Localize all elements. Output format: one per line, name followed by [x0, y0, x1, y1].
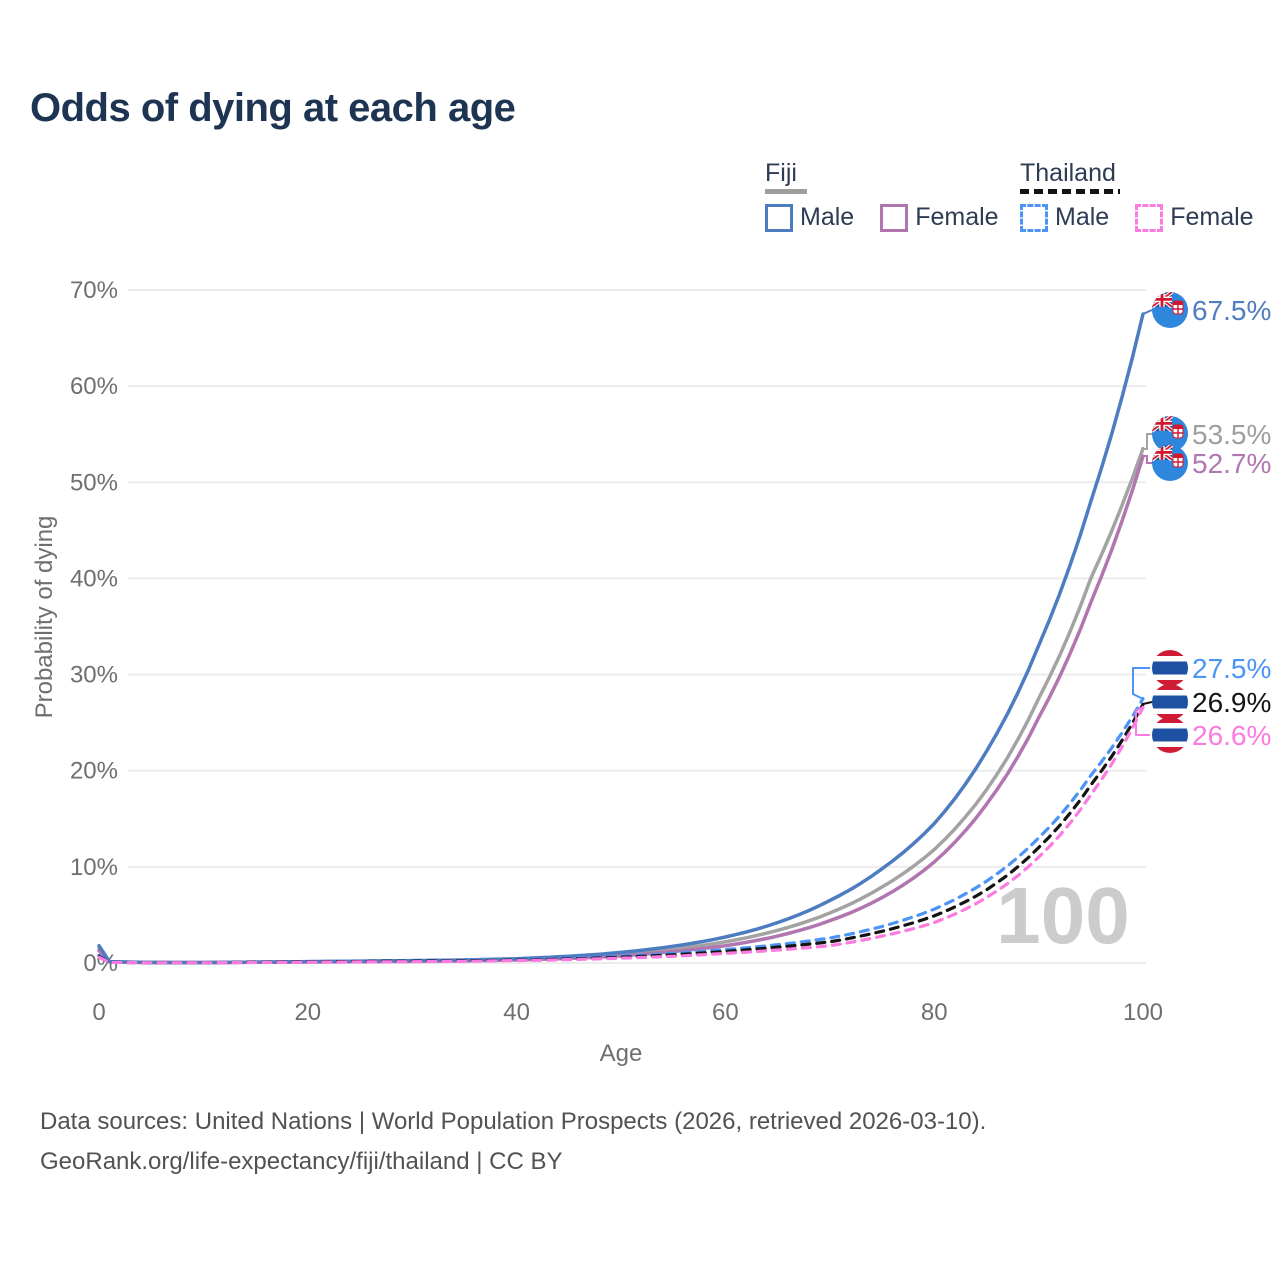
- legend-label-fiji-male: Male: [800, 203, 855, 231]
- end-label-thailand-total: 26.9%: [1192, 687, 1271, 718]
- fiji-female-swatch-icon: [880, 203, 909, 232]
- x-tick-label: 80: [921, 999, 948, 1026]
- legend-group-fiji: Fiji Male Female: [765, 160, 1025, 232]
- end-label-fiji-female: 52.7%: [1192, 448, 1271, 479]
- y-tick-label: 50%: [70, 469, 118, 496]
- x-tick-label: 60: [712, 999, 739, 1026]
- x-tick-label: 20: [294, 999, 321, 1026]
- leader-thailand-total: [1142, 701, 1153, 705]
- y-gridlines: [128, 289, 1146, 964]
- end-label-thailand-male: 27.5%: [1192, 653, 1271, 684]
- end-label-fiji-total: 53.5%: [1192, 419, 1271, 450]
- solid-line-style-icon: [765, 189, 807, 194]
- end-label-fiji-male: 67.5%: [1192, 295, 1271, 326]
- y-axis-title: Probability of dying: [31, 515, 58, 719]
- dashed-line-style-icon: [1020, 189, 1120, 194]
- y-tick-label: 60%: [70, 373, 118, 400]
- series-lines: [97, 312, 1145, 965]
- series-line-fiji-female: [97, 454, 1145, 965]
- leader-fiji-total: [1143, 433, 1152, 450]
- legend-header-thailand: Thailand: [1020, 159, 1116, 187]
- legend-label-fiji-female: Female: [915, 203, 999, 231]
- age-watermark: 100: [996, 871, 1130, 960]
- label-leader-lines: [1132, 309, 1153, 736]
- leader-thailand-male: [1132, 667, 1150, 700]
- y-tick-label: 40%: [70, 565, 118, 592]
- series-line-thailand-male: [97, 697, 1145, 965]
- series-line-thailand-female: [97, 705, 1145, 965]
- x-tick-label: 0: [92, 999, 105, 1026]
- footer-data-sources: Data sources: United Nations | World Pop…: [40, 1108, 987, 1135]
- series-line-thailand-total: [97, 702, 1145, 965]
- end-label-thailand-female: 26.6%: [1192, 720, 1271, 751]
- legend-group-thailand: Thailand Male Female: [1020, 160, 1280, 232]
- series-line-fiji-total: [97, 446, 1145, 965]
- x-axis-title: Age: [599, 1040, 643, 1067]
- y-tick-label: 30%: [70, 662, 118, 689]
- footer-attribution: GeoRank.org/life-expectancy/fiji/thailan…: [40, 1148, 563, 1175]
- legend-item-fiji-female: Female: [880, 203, 999, 232]
- legend-item-fiji-male: Male: [765, 203, 854, 232]
- legend-header-fiji: Fiji: [765, 159, 797, 187]
- legend-item-thailand-female: Female: [1135, 203, 1254, 232]
- series-line-fiji-male: [97, 312, 1145, 965]
- x-tick-label: 100: [1123, 999, 1163, 1026]
- page-title: Odds of dying at each age: [30, 86, 516, 130]
- end-labels: 53.5%52.7% 67.5% 27.5%26.9%26.6%: [1192, 295, 1271, 751]
- y-tick-labels: 0%10%20%30%40%50%60%70%: [70, 277, 118, 977]
- thailand-male-swatch-icon: [1020, 203, 1048, 232]
- thailand-flag-icon: [1152, 717, 1188, 753]
- thailand-flag-icon: [1152, 684, 1188, 720]
- leader-fiji-male: [1142, 309, 1153, 315]
- leader-thailand-female: [1135, 706, 1150, 736]
- fiji-flag-icon: [1152, 445, 1188, 481]
- legend-label-thailand-male: Male: [1055, 203, 1110, 231]
- legend-label-thailand-female: Female: [1170, 203, 1254, 231]
- legend-item-thailand-male: Male: [1020, 203, 1109, 232]
- x-tick-labels: 0 20 40 60 80 100: [92, 999, 1163, 1026]
- x-tick-label: 40: [503, 999, 530, 1026]
- fiji-flag-icon: [1152, 292, 1188, 328]
- thailand-female-swatch-icon: [1135, 203, 1164, 232]
- y-tick-label: 70%: [70, 277, 118, 304]
- y-tick-label: 20%: [70, 758, 118, 785]
- thailand-flag-icon: [1152, 650, 1188, 686]
- fiji-flag-icon: [1152, 416, 1188, 452]
- leader-fiji-female: [1143, 455, 1152, 464]
- y-tick-label: 10%: [70, 854, 118, 881]
- fiji-male-swatch-icon: [765, 203, 793, 232]
